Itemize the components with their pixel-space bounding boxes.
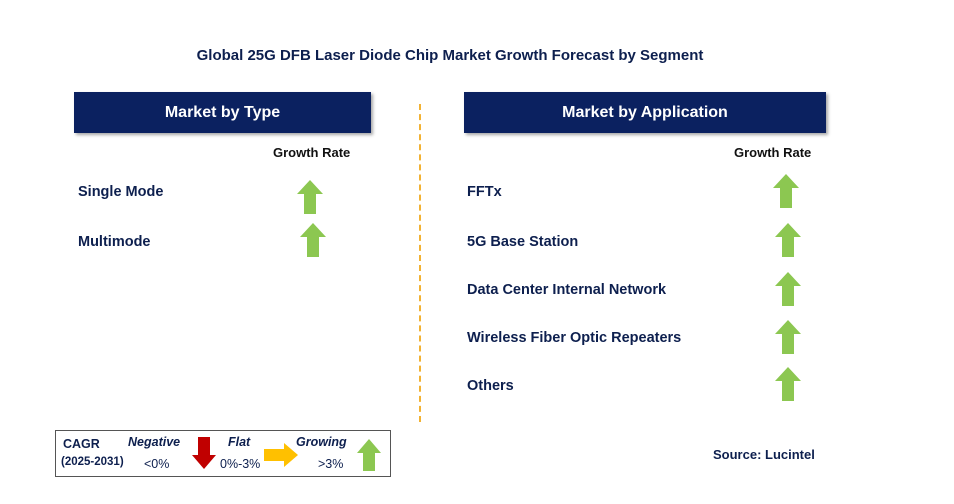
type-row-label: Multimode <box>78 234 151 250</box>
legend-growing-label: Growing <box>296 435 347 449</box>
cagr-legend: CAGR (2025-2031) Negative <0% Flat 0%-3%… <box>55 430 391 477</box>
application-row-label: Data Center Internal Network <box>467 282 667 298</box>
growing-arrow-icon <box>357 439 381 471</box>
application-growth-rate-label: Growth Rate <box>734 145 812 160</box>
growing-arrow-icon <box>775 367 801 401</box>
growing-arrow-icon <box>773 174 799 208</box>
legend-negative-range: <0% <box>144 457 170 471</box>
panel-divider <box>419 104 421 422</box>
legend-cagr-label: CAGR <box>63 437 100 451</box>
growing-arrow-icon <box>775 272 801 306</box>
legend-growing-range: >3% <box>318 457 344 471</box>
growing-arrow-icon <box>297 180 323 214</box>
type-growth-rate-label: Growth Rate <box>273 145 351 160</box>
growing-arrow-icon <box>775 223 801 257</box>
page-title: Global 25G DFB Laser Diode Chip Market G… <box>196 47 704 64</box>
legend-flat-label: Flat <box>228 435 251 449</box>
application-row-label: FFTx <box>467 184 502 200</box>
application-row-label: 5G Base Station <box>467 234 579 250</box>
negative-arrow-icon <box>192 437 216 469</box>
growing-arrow-icon <box>775 320 801 354</box>
market-by-application-header: Market by Application <box>464 92 826 133</box>
legend-negative-label: Negative <box>128 435 181 449</box>
type-row-label: Single Mode <box>78 184 164 200</box>
application-row-label: Others <box>467 378 514 394</box>
market-by-type-header: Market by Type <box>74 92 371 133</box>
application-row-label: Wireless Fiber Optic Repeaters <box>467 330 682 346</box>
growing-arrow-icon <box>300 223 326 257</box>
source-label: Source: Lucintel <box>713 447 815 462</box>
legend-flat-range: 0%-3% <box>220 457 261 471</box>
legend-period: (2025-2031) <box>61 456 124 468</box>
flat-arrow-icon <box>264 443 298 467</box>
